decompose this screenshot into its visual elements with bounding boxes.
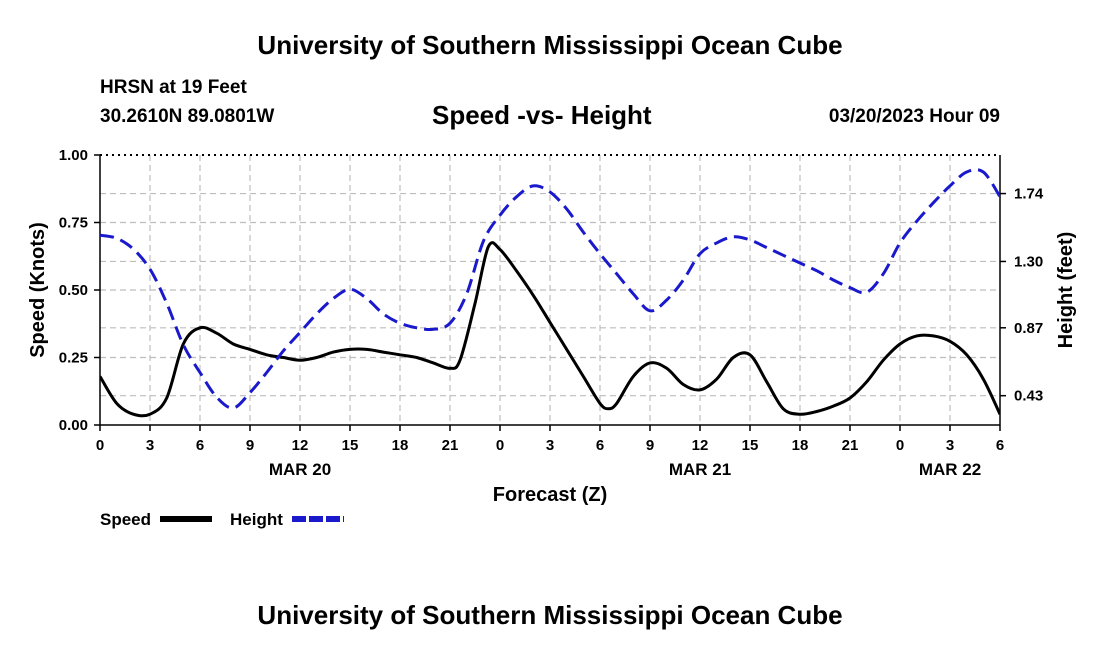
x-tick-label: 15 [742, 437, 759, 454]
y2-axis-label: Height (feet) [1055, 232, 1077, 349]
date-label: MAR 21 [669, 460, 731, 479]
x-tick-label: 0 [896, 437, 904, 454]
y-tick-label: 0.00 [59, 417, 88, 434]
date-label: MAR 20 [269, 460, 331, 479]
x-tick-label: 15 [342, 437, 359, 454]
height-series-line [100, 168, 1000, 410]
y-tick-label: 0.50 [59, 282, 88, 299]
x-tick-label: 3 [146, 437, 154, 454]
footer-title: University of Southern Mississippi Ocean… [257, 600, 843, 630]
x-tick-label: 18 [792, 437, 809, 454]
x-tick-label: 3 [946, 437, 954, 454]
speed-series-line [100, 241, 1000, 418]
y-tick-label: 1.00 [59, 147, 88, 164]
x-tick-label: 0 [496, 437, 504, 454]
page-title: University of Southern Mississippi Ocean… [257, 30, 843, 60]
x-axis-label: Forecast (Z) [493, 484, 607, 506]
x-tick-label: 9 [646, 437, 654, 454]
x-tick-label: 0 [96, 437, 104, 454]
x-tick-label: 12 [292, 437, 309, 454]
x-tick-label: 3 [546, 437, 554, 454]
x-tick-label: 6 [996, 437, 1004, 454]
x-tick-label: 9 [246, 437, 254, 454]
date-label: MAR 22 [919, 460, 981, 479]
y2-tick-label: 1.30 [1014, 253, 1043, 270]
x-tick-label: 21 [842, 437, 859, 454]
chart-title: Speed -vs- Height [432, 100, 652, 130]
x-tick-label: 18 [392, 437, 409, 454]
datetime-label: 03/20/2023 Hour 09 [828, 106, 1000, 127]
y2-tick-label: 0.43 [1014, 388, 1043, 405]
coordinates-label: 30.2610N 89.0801W [100, 106, 275, 127]
x-tick-label: 6 [596, 437, 604, 454]
y-axis-label: Speed (Knots) [27, 222, 49, 358]
x-tick-label: 6 [196, 437, 204, 454]
y-tick-label: 0.75 [59, 215, 88, 232]
legend-label-height: Height [230, 510, 283, 529]
y-tick-label: 0.25 [59, 350, 88, 367]
x-tick-label: 12 [692, 437, 709, 454]
y2-tick-label: 0.87 [1014, 320, 1043, 337]
x-tick-label: 21 [442, 437, 459, 454]
station-label: HRSN at 19 Feet [100, 77, 247, 98]
legend-label-speed: Speed [100, 510, 151, 529]
y2-tick-label: 1.74 [1014, 186, 1044, 203]
